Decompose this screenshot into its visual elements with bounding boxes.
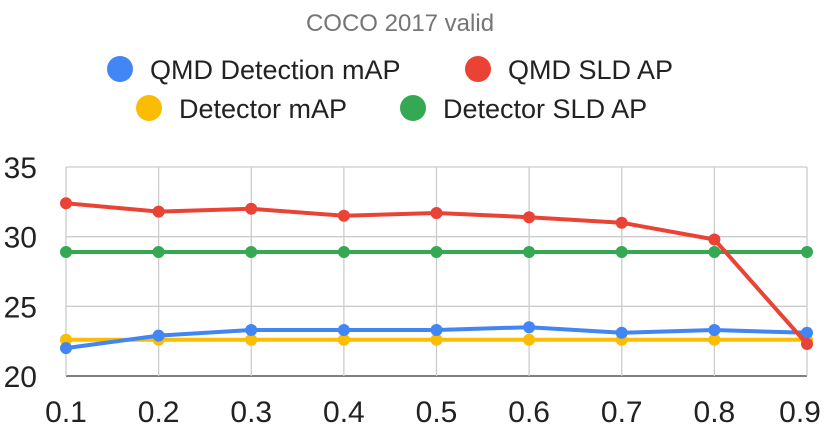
x-axis: 0.1 0.2 0.3 0.4 0.5 0.6 0.7 0.8 0.9 (45, 396, 821, 429)
data-point-detector-sld-ap (430, 246, 443, 258)
legend-item-detector-map: Detector mAP (136, 94, 347, 124)
data-point-detector-sld-ap (615, 246, 628, 258)
data-point-qmd-detection-map (523, 321, 536, 334)
data-point-qmd-sld-ap (60, 197, 72, 210)
data-point-qmd-sld-ap (337, 209, 350, 222)
data-point-detector-map (337, 333, 350, 346)
data-point-qmd-detection-map (708, 324, 721, 336)
data-point-qmd-detection-map (152, 329, 165, 342)
legend: QMD Detection mAP QMD SLD AP Detector mAP D… (107, 55, 673, 124)
data-point-detector-sld-ap (245, 246, 258, 258)
x-tick-label: 0.5 (416, 396, 458, 429)
series-qmd-detection-map (60, 321, 813, 355)
x-tick-label: 0.8 (694, 396, 736, 429)
data-point-qmd-detection-map (60, 342, 72, 355)
x-tick-label: 0.4 (323, 396, 365, 429)
data-point-qmd-sld-ap (152, 205, 165, 218)
data-point-detector-map (60, 333, 72, 346)
series-layer (60, 197, 813, 355)
y-tick-label: 35 (4, 152, 37, 185)
x-tick-label: 0.7 (601, 396, 643, 429)
data-point-qmd-detection-map (245, 324, 258, 336)
legend-label-qmd-sld-ap: QMD SLD AP (508, 55, 673, 85)
data-point-qmd-detection-map (801, 326, 813, 339)
legend-marker-detector-map (136, 95, 162, 121)
legend-marker-qmd-detection-map (107, 56, 133, 82)
data-point-qmd-sld-ap (801, 338, 813, 350)
legend-label-detector-map: Detector mAP (179, 94, 347, 124)
series-qmd-sld-ap (60, 197, 813, 350)
legend-marker-detector-sld-ap (400, 95, 426, 121)
y-tick-label: 25 (4, 291, 37, 324)
legend-marker-qmd-sld-ap (465, 56, 491, 82)
data-point-detector-sld-ap (337, 246, 350, 258)
data-point-qmd-detection-map (430, 324, 443, 336)
data-point-detector-sld-ap (523, 246, 536, 258)
data-point-qmd-sld-ap (708, 233, 721, 246)
data-point-detector-sld-ap (152, 246, 165, 258)
data-point-detector-map (523, 333, 536, 346)
data-point-detector-map (430, 333, 443, 346)
data-point-qmd-sld-ap (523, 211, 536, 224)
x-tick-label: 0.9 (779, 396, 821, 429)
legend-item-detector-sld-ap: Detector SLD AP (400, 94, 647, 124)
legend-item-qmd-sld-ap: QMD SLD AP (465, 55, 673, 85)
legend-item-qmd-detection-map: QMD Detection mAP (107, 55, 401, 85)
chart-title: COCO 2017 valid (306, 10, 494, 37)
data-point-qmd-sld-ap (430, 207, 443, 219)
data-point-detector-sld-ap (801, 246, 813, 258)
legend-label-detector-sld-ap: Detector SLD AP (443, 94, 647, 124)
y-tick-label: 20 (4, 361, 37, 394)
data-point-qmd-detection-map (615, 326, 628, 339)
legend-label-qmd-detection-map: QMD Detection mAP (150, 55, 401, 85)
data-point-detector-map (245, 333, 258, 346)
data-point-qmd-sld-ap (615, 216, 628, 229)
data-point-detector-sld-ap (60, 246, 72, 258)
y-axis: 20 25 30 35 (4, 152, 37, 394)
data-point-qmd-sld-ap (245, 202, 258, 215)
data-point-qmd-detection-map (337, 324, 350, 336)
y-tick-label: 30 (4, 222, 37, 255)
x-tick-label: 0.2 (138, 396, 180, 429)
series-detector-sld-ap (60, 246, 813, 258)
data-point-detector-sld-ap (708, 246, 721, 258)
x-tick-label: 0.3 (230, 396, 272, 429)
data-point-detector-map (708, 333, 721, 346)
x-tick-label: 0.1 (45, 396, 87, 429)
x-tick-label: 0.6 (508, 396, 550, 429)
